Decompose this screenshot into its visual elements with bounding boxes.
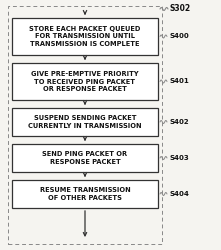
Text: S302: S302 [170,4,191,13]
Text: S401: S401 [169,78,189,84]
Text: STORE EACH PACKET QUEUED
FOR TRANSMISSION UNTIL
TRANSMISSION IS COMPLETE: STORE EACH PACKET QUEUED FOR TRANSMISSIO… [29,26,141,47]
Text: S402: S402 [169,118,189,124]
Text: S400: S400 [169,33,189,39]
Text: RESUME TRANSMISSION
OF OTHER PACKETS: RESUME TRANSMISSION OF OTHER PACKETS [40,187,130,201]
Text: S404: S404 [169,190,189,196]
FancyBboxPatch shape [12,18,158,55]
FancyBboxPatch shape [12,144,158,172]
Text: SUSPEND SENDING PACKET
CURRENTLY IN TRANSMISSION: SUSPEND SENDING PACKET CURRENTLY IN TRAN… [28,115,142,129]
FancyBboxPatch shape [12,180,158,208]
Text: S403: S403 [169,154,189,160]
Text: GIVE PRE-EMPTIVE PRIORITY
TO RECEIVED PING PACKET
OR RESPONSE PACKET: GIVE PRE-EMPTIVE PRIORITY TO RECEIVED PI… [31,71,139,92]
Bar [8,6,162,244]
Text: SEND PING PACKET OR
RESPONSE PACKET: SEND PING PACKET OR RESPONSE PACKET [42,151,128,165]
FancyBboxPatch shape [12,108,158,136]
FancyBboxPatch shape [12,63,158,100]
